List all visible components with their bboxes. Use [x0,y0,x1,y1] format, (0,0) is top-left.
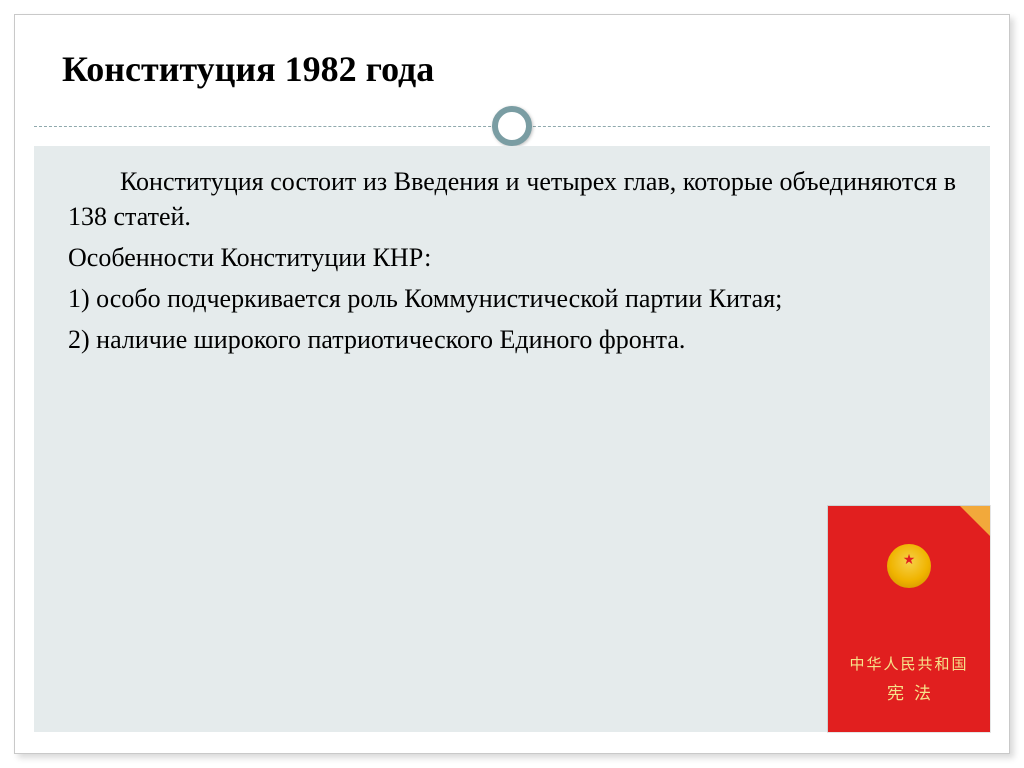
emblem-icon: ★ [887,544,931,588]
star-icon: ★ [903,552,916,569]
ring-icon [492,106,532,146]
slide-frame: Конституция 1982 года Конституция состои… [14,14,1010,754]
book-title-line2: 宪法 [828,679,990,704]
title-area: Конституция 1982 года [14,14,1010,102]
paragraph-features-label: Особенности Конституции КНР: [68,240,956,275]
divider [14,106,1010,146]
book-image: ★ 中华人民共和国 宪法 [828,506,990,732]
book-corner-icon [960,506,990,536]
paragraph-feature-2: 2) наличие широкого патриотического Един… [68,322,956,357]
slide-title: Конституция 1982 года [62,48,962,90]
paragraph-feature-1: 1) особо подчеркивается роль Коммунистич… [68,281,956,316]
content-panel: Конституция состоит из Введения и четыре… [34,146,990,732]
paragraph-intro: Конституция состоит из Введения и четыре… [68,164,956,234]
book-title-line1: 中华人民共和国 [828,653,990,674]
body-text: Конституция состоит из Введения и четыре… [34,146,990,357]
